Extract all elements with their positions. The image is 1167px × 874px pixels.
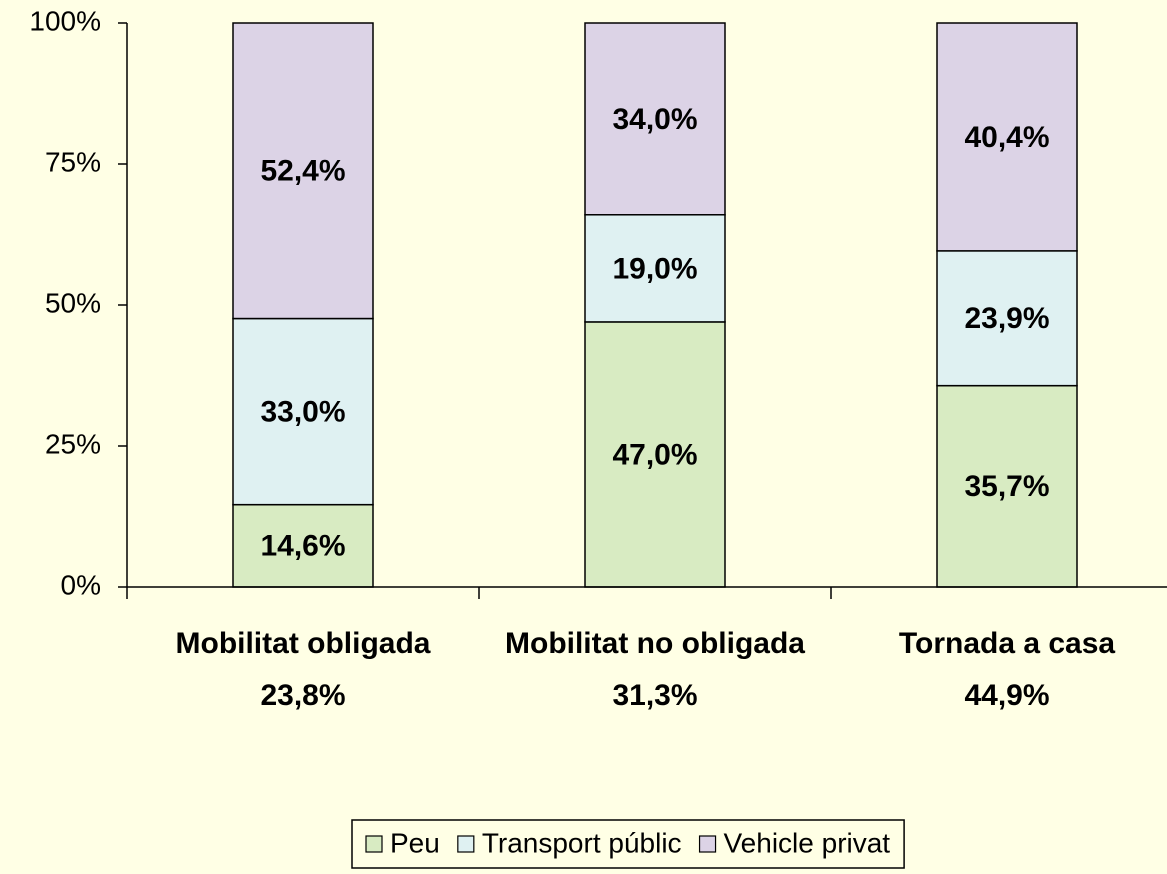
bar-segment	[936, 250, 1078, 387]
bar-segment	[232, 503, 374, 588]
legend-box	[351, 819, 905, 869]
legend: Peu Transport públic Vehicle privat	[351, 819, 905, 869]
x-tick-sublabel: 23,8%	[260, 679, 345, 712]
y-tick-label: 0%	[61, 569, 101, 600]
data-label: 33,0%	[260, 396, 345, 429]
x-tick-label: Tornada a casa	[899, 627, 1116, 660]
bar-segment	[232, 22, 374, 320]
data-label: 52,4%	[260, 155, 345, 188]
x-tick-sublabel: 44,9%	[964, 679, 1049, 712]
x-tick-sublabel: 31,3%	[612, 679, 697, 712]
data-label: 19,0%	[612, 252, 697, 285]
data-label: 47,0%	[612, 438, 697, 471]
bar-segment	[584, 22, 726, 216]
x-tick-label: Mobilitat no obligada	[505, 627, 805, 660]
bar-segment	[584, 214, 726, 323]
legend-label: Vehicle privat	[724, 827, 891, 858]
legend-label: Peu	[390, 827, 440, 858]
data-label: 23,9%	[964, 302, 1049, 335]
bar-segment	[232, 317, 374, 506]
x-tick-label: Mobilitat obligada	[176, 627, 431, 660]
y-tick-label: 100%	[29, 5, 101, 36]
legend-swatch	[365, 835, 383, 853]
legend-swatch	[698, 835, 717, 853]
y-tick-label: 50%	[45, 287, 101, 318]
data-label: 34,0%	[612, 103, 697, 136]
bar-segment	[936, 22, 1078, 252]
legend-swatch	[457, 835, 475, 853]
data-label: 14,6%	[260, 530, 345, 563]
y-tick-label: 75%	[45, 146, 101, 177]
data-label: 40,4%	[964, 121, 1049, 154]
y-tick-label: 25%	[45, 428, 101, 459]
bar-segment	[584, 321, 726, 588]
legend-label: Transport públic	[482, 827, 682, 858]
data-label: 35,7%	[964, 470, 1049, 503]
